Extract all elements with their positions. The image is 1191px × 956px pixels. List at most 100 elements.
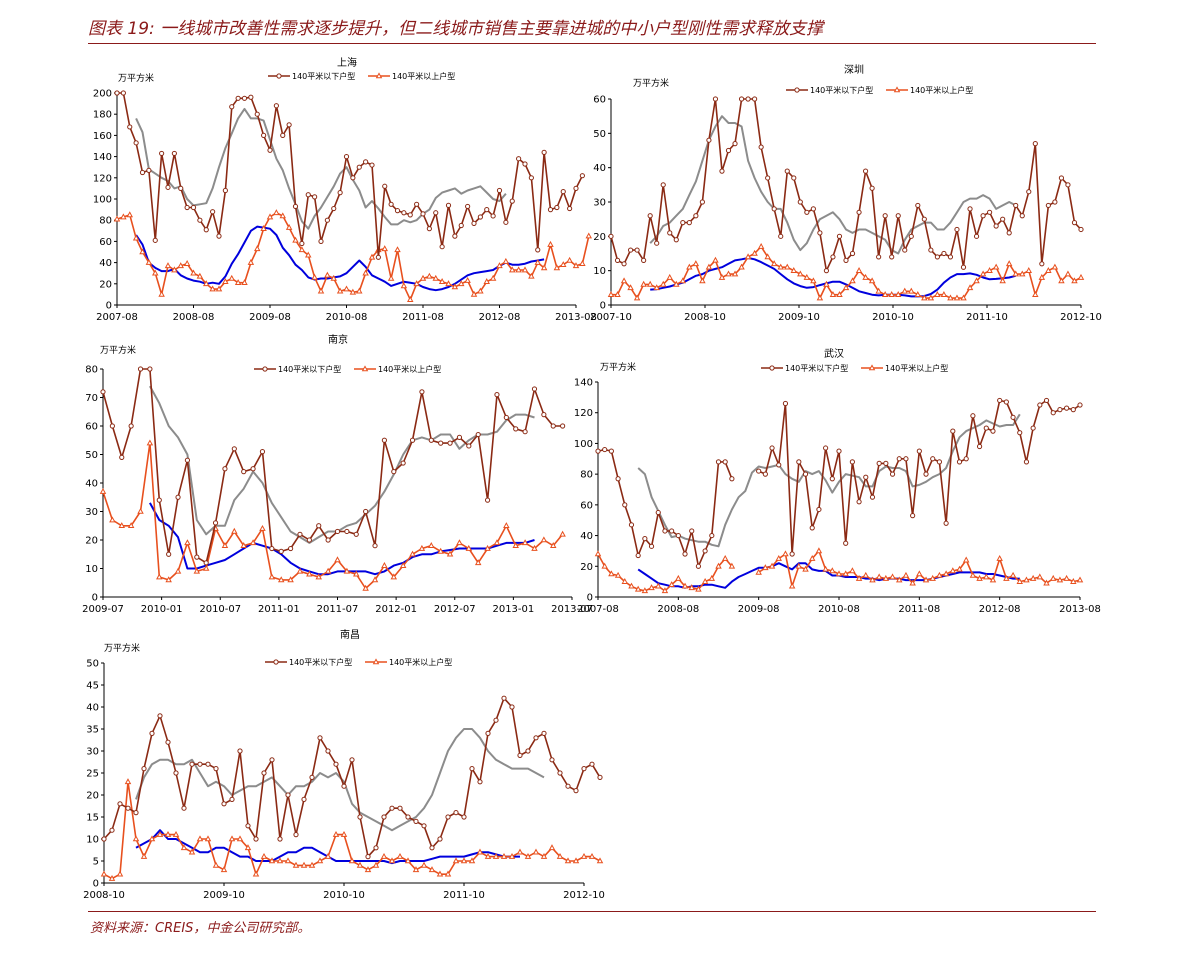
y-tick-label: 80 [580, 470, 593, 481]
data-point [503, 522, 510, 529]
data-point [116, 870, 124, 877]
data-point [193, 567, 201, 574]
data-point [308, 861, 316, 868]
data-point [655, 509, 661, 516]
data-point [660, 182, 666, 188]
legend-marker [769, 365, 775, 371]
data-point [253, 836, 259, 842]
data-point [559, 530, 566, 537]
data-point [771, 206, 777, 212]
data-point [405, 814, 411, 820]
data-point [452, 857, 460, 864]
series-large [594, 547, 1084, 594]
data-point [489, 274, 497, 281]
data-point [789, 551, 795, 557]
data-point [516, 156, 522, 162]
x-tick-label: 2011-10 [966, 312, 1008, 323]
data-point [729, 476, 735, 482]
data-point [715, 562, 722, 569]
data-point [1051, 263, 1059, 270]
data-point [133, 810, 139, 816]
data-point [745, 96, 751, 102]
y-axis-unit: 万平方米 [600, 361, 636, 373]
data-point [731, 270, 739, 277]
data-point [404, 857, 412, 864]
data-point [180, 844, 188, 851]
data-point [277, 836, 283, 842]
data-point [477, 779, 483, 785]
data-point [343, 154, 350, 160]
data-point [804, 209, 810, 215]
legend-label: 140平米以上户型 [378, 364, 441, 374]
chart-title: 武汉 [824, 347, 844, 360]
y-tick-label: 10 [593, 266, 606, 277]
data-point [399, 562, 407, 568]
data-point [146, 167, 152, 173]
x-tick-label: 2011-08 [898, 604, 940, 615]
x-tick-label: 2008-10 [83, 890, 125, 901]
data-point [521, 539, 529, 546]
data-point [503, 414, 509, 421]
data-point [139, 169, 146, 176]
data-point [438, 278, 446, 284]
data-point [400, 460, 406, 466]
data-point [1038, 273, 1046, 280]
data-point [299, 240, 305, 247]
legend: 140平米以下户型 140平米以上户型 [268, 71, 455, 81]
x-tick-label: 2010-10 [323, 890, 365, 901]
data-point [1071, 277, 1078, 284]
data-point [816, 506, 822, 513]
data-point [528, 175, 534, 181]
data-point [990, 428, 996, 434]
data-point [268, 857, 276, 864]
data-point [183, 260, 191, 266]
series-large-ma [637, 562, 1020, 589]
data-point [197, 761, 203, 767]
data-point [306, 537, 312, 543]
data-point [1045, 202, 1051, 209]
data-point [292, 861, 300, 868]
x-tick-label: 2010-10 [872, 312, 914, 323]
data-point [757, 242, 765, 249]
data-point [220, 866, 228, 873]
y-tick-label: 20 [99, 279, 112, 290]
data-point [579, 173, 585, 179]
data-point [420, 861, 428, 868]
data-point [770, 260, 778, 267]
data-point [1003, 574, 1010, 581]
series-line [610, 98, 1082, 272]
y-tick-label: 40 [99, 258, 112, 269]
data-point [420, 211, 426, 217]
y-tick-label: 40 [593, 163, 606, 174]
data-point [881, 291, 889, 297]
data-point [228, 835, 236, 842]
data-point [862, 168, 869, 174]
data-point [325, 748, 331, 754]
data-point [109, 423, 115, 429]
y-tick-label: 20 [580, 562, 593, 573]
data-point [923, 471, 929, 477]
data-point [540, 536, 548, 543]
data-point [432, 274, 439, 281]
data-point [343, 567, 351, 574]
data-point [362, 584, 369, 591]
data-point [547, 207, 554, 213]
data-point [810, 206, 816, 212]
y-tick-label: 10 [85, 564, 98, 575]
data-point [889, 471, 896, 477]
data-point [849, 250, 856, 257]
data-point [930, 456, 936, 462]
y-tick-label: 60 [593, 95, 606, 106]
data-point [1000, 216, 1006, 222]
x-tick-label: 2009-08 [738, 604, 780, 615]
data-point [348, 857, 356, 864]
data-point [608, 570, 615, 577]
data-point [802, 565, 809, 572]
data-point [628, 582, 635, 589]
data-point [250, 466, 256, 472]
data-point [387, 274, 395, 281]
data-point [936, 571, 943, 578]
data-point [171, 150, 177, 157]
data-point [483, 278, 490, 284]
